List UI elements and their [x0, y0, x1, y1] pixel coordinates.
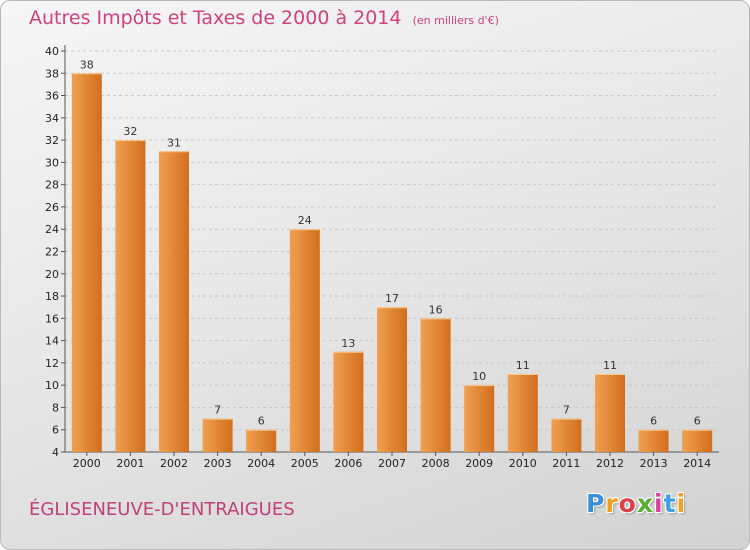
- bar: [202, 418, 233, 452]
- bar-value-label: 38: [80, 58, 94, 71]
- bar: [507, 374, 538, 452]
- chart-unit: (en milliers d'€): [412, 14, 499, 27]
- x-tick-label: 2008: [422, 457, 450, 470]
- bar: [289, 229, 320, 452]
- bar: [159, 151, 189, 452]
- logo-letter: P: [586, 489, 606, 518]
- y-tick-label: 38: [45, 67, 59, 80]
- x-tick-label: 2011: [552, 457, 580, 470]
- bar-value-label: 7: [214, 404, 221, 417]
- proxiti-logo: Proxiti: [586, 489, 686, 518]
- axes: 4 6 8 10 12 14 16 18 20 22 24 26 28 30 32 34 36 38 40 2000 2…: [45, 45, 719, 470]
- y-tick-label: 36: [45, 90, 59, 103]
- bar: [333, 351, 364, 452]
- bar: [595, 374, 625, 452]
- bar-value-label: 17: [385, 292, 399, 305]
- y-tick-label: 12: [45, 357, 59, 370]
- bar-value-label: 11: [603, 359, 617, 372]
- bar-value-label: 6: [650, 415, 657, 428]
- y-tick-label: 24: [45, 223, 59, 236]
- logo-letter: x: [636, 489, 654, 518]
- x-tick-label: 2002: [160, 457, 188, 470]
- logo-letter: r: [605, 489, 619, 518]
- y-tick-label: 16: [45, 312, 59, 325]
- x-tick-label: 2010: [509, 457, 537, 470]
- y-tick-label: 30: [45, 156, 59, 169]
- bar: [115, 140, 146, 452]
- bar-value-label: 16: [429, 303, 443, 316]
- bar: [551, 418, 582, 452]
- bars: [71, 73, 713, 453]
- bar: [638, 429, 669, 452]
- logo-letter: o: [618, 489, 637, 518]
- logo-letter: i: [676, 489, 687, 518]
- y-tick-label: 18: [45, 290, 59, 303]
- x-tick-label: 2004: [247, 457, 275, 470]
- bar: [71, 73, 102, 453]
- y-tick-label: 34: [45, 112, 59, 125]
- bar-value-label: 32: [123, 125, 137, 138]
- x-tick-label: 2000: [73, 457, 101, 470]
- x-tick-label: 2012: [596, 457, 624, 470]
- y-tick-label: 40: [45, 45, 59, 58]
- logo-letter: i: [654, 489, 664, 518]
- bar: [377, 307, 407, 452]
- y-tick-label: 32: [45, 134, 59, 147]
- y-tick-label: 26: [45, 201, 59, 214]
- bar: [420, 318, 451, 452]
- x-tick-label: 2007: [378, 457, 406, 470]
- bar: [682, 429, 713, 452]
- bar-value-label: 10: [472, 370, 486, 383]
- x-tick-label: 2001: [116, 457, 144, 470]
- bar-value-label: 24: [298, 214, 312, 227]
- y-tick-label: 28: [45, 179, 59, 192]
- x-tick-label: 2009: [465, 457, 493, 470]
- chart-title-text: Autres Impôts et Taxes de 2000 à 2014: [29, 7, 402, 29]
- commune-name: ÉGLISENEUVE-D'ENTRAIGUES: [29, 499, 295, 520]
- bar: [246, 429, 277, 452]
- logo-letter: t: [663, 489, 677, 518]
- bar-value-label: 11: [516, 359, 530, 372]
- x-tick-label: 2006: [334, 457, 362, 470]
- value-labels: 38 32 31 7 6 24 13 17 16 10 11 7 11 6 6: [80, 58, 701, 427]
- x-tick-label: 2014: [683, 457, 711, 470]
- bar-value-label: 6: [258, 415, 265, 428]
- bar-value-label: 6: [694, 415, 701, 428]
- chart-title: Autres Impôts et Taxes de 2000 à 2014 (e…: [29, 7, 499, 29]
- x-tick-label: 2003: [204, 457, 232, 470]
- bar: [464, 385, 495, 452]
- y-tick-label: 14: [45, 335, 59, 348]
- y-tick-label: 22: [45, 246, 59, 259]
- bar-value-label: 7: [563, 404, 570, 417]
- x-tick-label: 2005: [291, 457, 319, 470]
- y-tick-label: 6: [52, 424, 59, 437]
- y-tick-label: 8: [52, 401, 59, 414]
- bar-value-label: 31: [167, 136, 181, 149]
- y-tick-label: 20: [45, 268, 59, 281]
- y-tick-label: 4: [52, 446, 59, 459]
- bar-value-label: 13: [341, 337, 355, 350]
- x-tick-label: 2013: [640, 457, 668, 470]
- y-tick-label: 10: [45, 379, 59, 392]
